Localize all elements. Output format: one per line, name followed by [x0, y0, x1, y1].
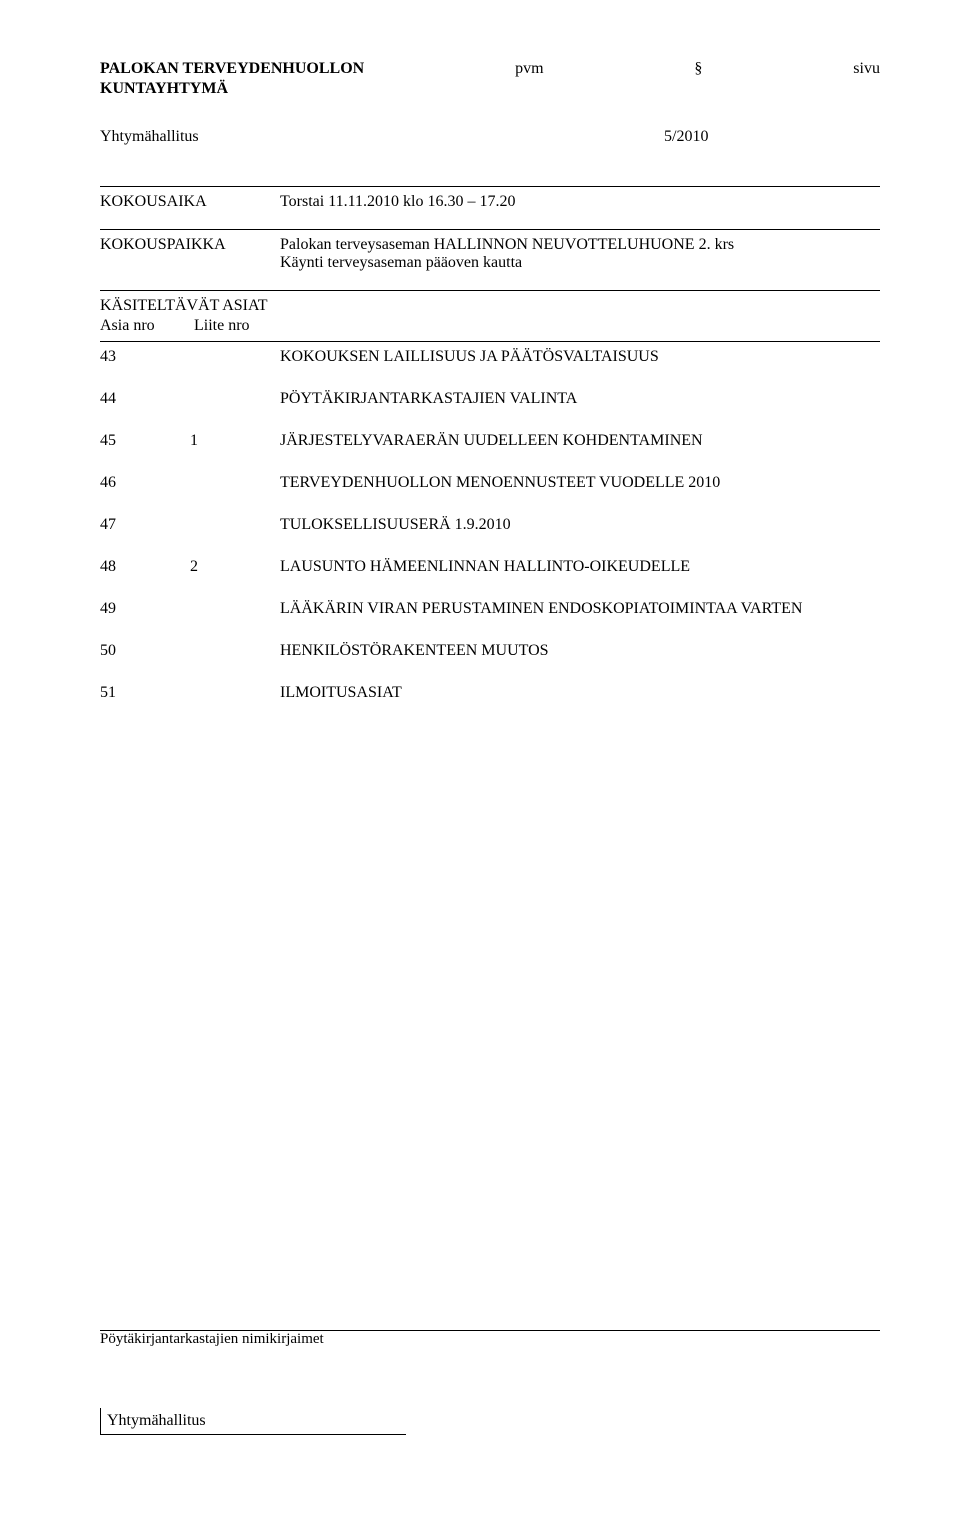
- header-row: PALOKAN TERVEYDENHUOLLON pvm § sivu: [100, 60, 880, 78]
- footer: Pöytäkirjantarkastajien nimikirjaimet Yh…: [100, 1330, 880, 1435]
- item-nro: 44: [100, 390, 190, 408]
- item-title: LAUSUNTO HÄMEENLINNAN HALLINTO-OIKEUDELL…: [280, 558, 880, 576]
- item-nro: 48: [100, 558, 190, 576]
- meeting-body: Yhtymähallitus: [100, 128, 660, 146]
- place-label: KOKOUSPAIKKA: [100, 236, 280, 272]
- org-name-line1: PALOKAN TERVEYDENHUOLLON: [100, 60, 364, 78]
- agenda-item: 44 PÖYTÄKIRJANTARKASTAJIEN VALINTA: [100, 390, 880, 408]
- col-pvm: pvm: [515, 60, 543, 78]
- agenda-item: 50 HENKILÖSTÖRAKENTEEN MUUTOS: [100, 642, 880, 660]
- item-nro: 46: [100, 474, 190, 492]
- meeting-line: Yhtymähallitus 5/2010: [100, 128, 880, 146]
- agenda-subheader: Asia nro Liite nro: [100, 317, 880, 341]
- agenda-item: 43 KOKOUKSEN LAILLISUUS JA PÄÄTÖSVALTAIS…: [100, 348, 880, 366]
- agenda-table: KOKOUSAIKA Torstai 11.11.2010 klo 16.30 …: [100, 186, 880, 806]
- item-liite: [190, 474, 280, 492]
- item-liite: 1: [190, 432, 280, 450]
- item-title: LÄÄKÄRIN VIRAN PERUSTAMINEN ENDOSKOPIATO…: [280, 600, 880, 618]
- item-liite: [190, 348, 280, 366]
- item-nro: 45: [100, 432, 190, 450]
- col-section: §: [694, 60, 702, 78]
- item-nro: 43: [100, 348, 190, 366]
- item-liite: [190, 600, 280, 618]
- item-nro: 47: [100, 516, 190, 534]
- item-nro: 50: [100, 642, 190, 660]
- agenda-col2: Liite nro: [194, 317, 250, 334]
- footer-initials: Pöytäkirjantarkastajien nimikirjaimet: [100, 1331, 880, 1348]
- place-value-line2: Käynti terveysaseman pääoven kautta: [280, 254, 880, 272]
- agenda-item: 46 TERVEYDENHUOLLON MENOENNUSTEET VUODEL…: [100, 474, 880, 492]
- item-liite: [190, 390, 280, 408]
- agenda-item: 47 TULOKSELLISUUSERÄ 1.9.2010: [100, 516, 880, 534]
- time-value: Torstai 11.11.2010 klo 16.30 – 17.20: [280, 193, 880, 211]
- agenda-item: 48 2 LAUSUNTO HÄMEENLINNAN HALLINTO-OIKE…: [100, 558, 880, 576]
- item-title: ILMOITUSASIAT: [280, 684, 880, 702]
- agenda-item: 51 ILMOITUSASIAT: [100, 684, 880, 702]
- agenda-header: KÄSITELTÄVÄT ASIAT: [100, 291, 880, 317]
- item-title: HENKILÖSTÖRAKENTEEN MUUTOS: [280, 642, 880, 660]
- item-title: JÄRJESTELYVARAERÄN UUDELLEEN KOHDENTAMIN…: [280, 432, 880, 450]
- agenda-item: 49 LÄÄKÄRIN VIRAN PERUSTAMINEN ENDOSKOPI…: [100, 600, 880, 618]
- meeting-number: 5/2010: [664, 128, 708, 145]
- item-liite: 2: [190, 558, 280, 576]
- item-nro: 49: [100, 600, 190, 618]
- agenda-body: 43 KOKOUKSEN LAILLISUUS JA PÄÄTÖSVALTAIS…: [100, 342, 880, 806]
- item-liite: [190, 516, 280, 534]
- agenda-col1: Asia nro: [100, 317, 190, 335]
- item-title: PÖYTÄKIRJANTARKASTAJIEN VALINTA: [280, 390, 880, 408]
- item-liite: [190, 684, 280, 702]
- item-liite: [190, 642, 280, 660]
- row-time: KOKOUSAIKA Torstai 11.11.2010 klo 16.30 …: [100, 187, 880, 229]
- item-title: KOKOUKSEN LAILLISUUS JA PÄÄTÖSVALTAISUUS: [280, 348, 880, 366]
- time-label: KOKOUSAIKA: [100, 193, 280, 211]
- org-name-line2: KUNTAYHTYMÄ: [100, 80, 880, 98]
- footer-board: Yhtymähallitus: [100, 1408, 406, 1435]
- place-value-line1: Palokan terveysaseman HALLINNON NEUVOTTE…: [280, 236, 880, 254]
- col-page: sivu: [853, 60, 880, 78]
- place-value: Palokan terveysaseman HALLINNON NEUVOTTE…: [280, 236, 880, 272]
- item-title: TULOKSELLISUUSERÄ 1.9.2010: [280, 516, 880, 534]
- item-title: TERVEYDENHUOLLON MENOENNUSTEET VUODELLE …: [280, 474, 880, 492]
- agenda-item: 45 1 JÄRJESTELYVARAERÄN UUDELLEEN KOHDEN…: [100, 432, 880, 450]
- row-place: KOKOUSPAIKKA Palokan terveysaseman HALLI…: [100, 230, 880, 290]
- item-nro: 51: [100, 684, 190, 702]
